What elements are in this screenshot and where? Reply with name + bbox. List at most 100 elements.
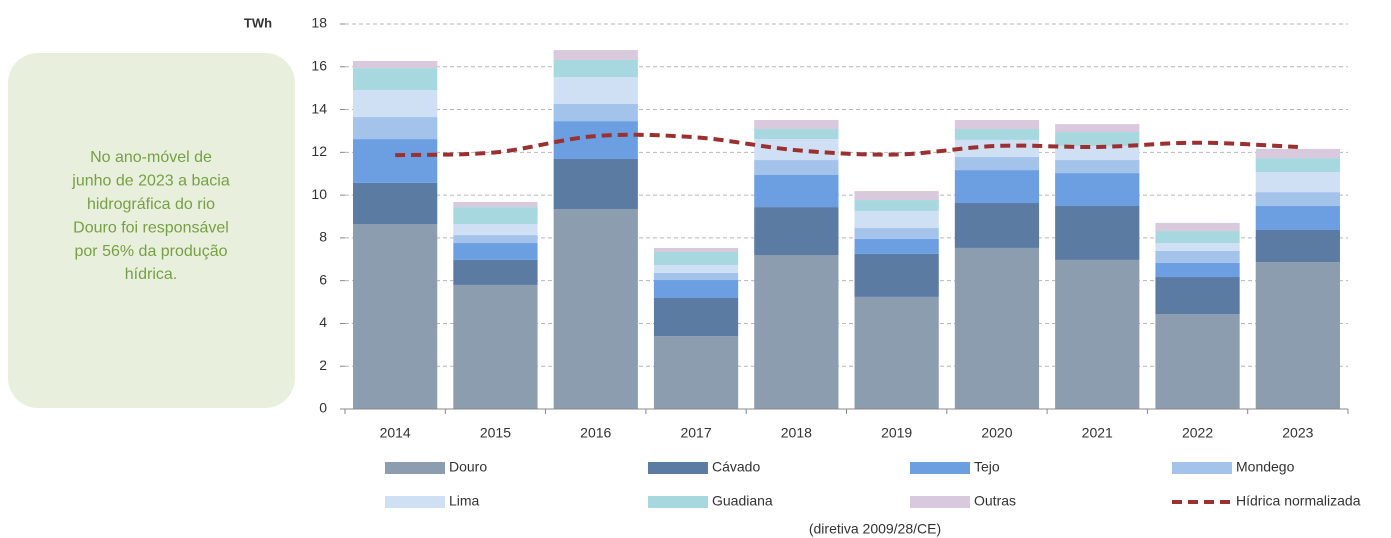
- y-tick-label: 10: [311, 186, 327, 202]
- bar-segment: [353, 182, 438, 224]
- bar-segment: [1055, 259, 1140, 409]
- bar-segment: [1155, 277, 1240, 315]
- bar-segment: [954, 129, 1040, 140]
- legend-label: Cávado: [712, 459, 760, 475]
- x-tick-label: 2023: [1282, 425, 1313, 441]
- y-tick-label: 8: [319, 229, 327, 245]
- x-tick-label: 2018: [781, 425, 812, 441]
- bar-segment: [854, 191, 939, 201]
- legend-label: Outras: [974, 493, 1016, 509]
- bar-segment: [854, 228, 939, 239]
- legend-label: Lima: [449, 493, 480, 509]
- bar-segment: [553, 158, 638, 210]
- bar-segment: [353, 90, 438, 118]
- legend-label: Guadiana: [712, 493, 773, 509]
- bar-segment: [653, 336, 739, 409]
- legend-swatch: [648, 462, 708, 474]
- bar-segment: [1055, 145, 1140, 161]
- bar-segment: [553, 59, 638, 78]
- bar-segment: [954, 120, 1040, 130]
- bar-segment: [954, 170, 1040, 204]
- bar-segment: [453, 207, 538, 224]
- legend-swatch: [648, 496, 708, 508]
- bar-segment: [754, 207, 839, 255]
- x-tick-label: 2014: [380, 425, 411, 441]
- annotation-text: hidrográfica do rio: [87, 196, 215, 213]
- x-tick-label: 2021: [1082, 425, 1113, 441]
- bar-segment: [1055, 173, 1140, 207]
- annotation-text: Douro foi responsável: [73, 219, 229, 236]
- bar-segment: [1255, 262, 1340, 409]
- bar-segment: [1155, 243, 1240, 251]
- bar-segment: [653, 297, 739, 337]
- bar-segment: [353, 61, 438, 69]
- bar-segment: [754, 160, 839, 176]
- bar-segment: [754, 120, 839, 130]
- legend-label: Douro: [449, 459, 487, 475]
- bar-segment: [1055, 132, 1140, 146]
- legend-note: (diretiva 2009/28/CE): [809, 521, 941, 537]
- bar-segment: [653, 272, 739, 281]
- bar-segment: [353, 117, 438, 140]
- bar-segment: [854, 238, 939, 254]
- bar-segment: [1155, 222, 1240, 232]
- bar-segment: [854, 210, 939, 229]
- x-tick-label: 2022: [1182, 425, 1213, 441]
- bar-segment: [1255, 172, 1340, 193]
- bar-segment: [453, 235, 538, 244]
- legend-label: Tejo: [974, 459, 1000, 475]
- legend-label: Hídrica normalizada: [1236, 493, 1361, 509]
- annotation-text: junho de 2023 a bacia: [71, 173, 230, 190]
- y-tick-label: 14: [311, 100, 327, 116]
- bar-segment: [1155, 314, 1240, 409]
- x-tick-label: 2016: [580, 425, 611, 441]
- bar-segment: [1255, 192, 1340, 207]
- annotation-box: [8, 53, 295, 408]
- bar-segment: [1255, 158, 1340, 173]
- annotation-text: No ano-móvel de: [90, 149, 212, 166]
- x-tick-label: 2020: [981, 425, 1012, 441]
- legend-swatch: [910, 496, 970, 508]
- bar-segment: [353, 223, 438, 409]
- legend-label: Mondego: [1236, 459, 1295, 475]
- y-tick-label: 4: [319, 314, 327, 330]
- bar-segment: [954, 203, 1040, 248]
- x-tick-label: 2017: [680, 425, 711, 441]
- bar-segment: [653, 252, 739, 266]
- bar-segment: [954, 157, 1040, 171]
- bar-segment: [653, 280, 739, 298]
- x-tick-label: 2015: [480, 425, 511, 441]
- bar-segment: [653, 247, 739, 253]
- y-tick-label: 16: [311, 57, 327, 73]
- bar-segment: [1055, 206, 1140, 260]
- y-tick-label: 2: [319, 357, 327, 373]
- legend-swatch: [385, 462, 445, 474]
- annotation-text: por 56% da produção: [75, 243, 228, 260]
- bar-segment: [553, 50, 638, 60]
- bar-segment: [553, 77, 638, 104]
- bar-segment: [1055, 160, 1140, 174]
- bar-segment: [854, 200, 939, 211]
- bar-segment: [353, 139, 438, 183]
- line: [395, 132, 1298, 158]
- legend-swatch: [385, 496, 445, 508]
- y-axis-label: TWh: [244, 15, 272, 30]
- bar-segment: [854, 253, 939, 297]
- y-tick-label: 18: [311, 15, 327, 31]
- bar-segment: [453, 223, 538, 236]
- bar-segment: [553, 209, 638, 409]
- y-tick-label: 12: [311, 143, 327, 159]
- legend-swatch: [1172, 462, 1232, 474]
- bar-segment: [1055, 124, 1140, 133]
- bar-segment: [553, 103, 638, 122]
- bar-segment: [754, 175, 839, 208]
- bar-segment: [453, 259, 538, 285]
- x-tick-label: 2019: [881, 425, 912, 441]
- bar-segment: [453, 243, 538, 260]
- bar-segment: [453, 284, 538, 409]
- bar-segment: [1155, 262, 1240, 278]
- bar-segment: [754, 129, 839, 140]
- annotation-text: hídrica.: [125, 266, 177, 283]
- bar-segment: [1155, 231, 1240, 244]
